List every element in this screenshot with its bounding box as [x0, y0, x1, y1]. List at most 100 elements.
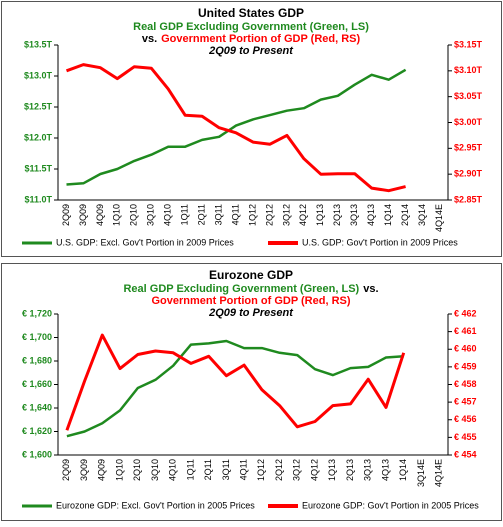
x-tick-label: 2Q11 — [197, 204, 207, 225]
y2-tick-label: $3.00T — [454, 117, 483, 127]
chart-title: United States GDP — [198, 6, 304, 20]
y-tick-label: € 1,600 — [22, 449, 52, 459]
x-tick-label: 2Q12 — [264, 204, 274, 226]
subtitle-part: Real GDP Excluding Government (Green, LS… — [123, 283, 359, 295]
x-tick-label: 2Q09 — [61, 459, 71, 481]
series-line — [66, 68, 407, 186]
y2-tick-label: $2.95T — [454, 143, 483, 153]
x-tick-label: 4Q09 — [95, 204, 105, 226]
legend-label: Eurozone GDP: Excl. Gov't Portion in 200… — [56, 500, 255, 510]
x-tick-label: 3Q13 — [363, 459, 373, 481]
x-tick-label: 3Q09 — [78, 204, 88, 226]
subtitle-part: Real GDP Excluding Government (Green, LS… — [133, 21, 369, 33]
y2-tick-label: € 461 — [454, 326, 477, 336]
chart-title: Eurozone GDP — [209, 268, 293, 282]
subtitle: 2Q09 to Present — [208, 45, 294, 57]
y2-tick-label: $3.15T — [454, 39, 483, 49]
subtitle-part: Government Portion of GDP (Red, RS) — [161, 33, 360, 45]
panel — [1, 1, 502, 257]
x-tick-label: 2Q10 — [129, 204, 139, 226]
subtitle-part: Government Portion of GDP (Red, RS) — [151, 295, 350, 307]
y2-tick-label: € 460 — [454, 344, 477, 354]
x-tick-label: 3Q12 — [281, 204, 291, 226]
x-tick-label: 2Q13 — [345, 459, 355, 481]
y-tick-label: € 1,620 — [22, 426, 52, 436]
y-tick-label: € 1,640 — [22, 402, 52, 412]
x-tick-label: 3Q10 — [146, 204, 156, 226]
x-tick-label: 3Q10 — [150, 459, 160, 481]
subtitle: Real GDP Excluding Government (Green, LS… — [123, 283, 378, 295]
x-tick-label: 3Q14 — [417, 204, 427, 226]
x-tick-label: 2Q13 — [332, 204, 342, 226]
subtitle-part: vs. — [142, 33, 157, 45]
y-tick-label: € 1,700 — [22, 332, 52, 342]
x-tick-label: 1Q11 — [185, 459, 195, 480]
subtitle-part: vs. — [363, 283, 378, 295]
subtitle: Government Portion of GDP (Red, RS) — [151, 295, 350, 307]
x-tick-label: 1Q12 — [247, 204, 257, 226]
y2-tick-label: € 454 — [454, 449, 477, 459]
y2-tick-label: € 457 — [454, 397, 477, 407]
subtitle-part: 2Q09 to Present — [208, 307, 294, 319]
y2-tick-label: $3.10T — [454, 65, 483, 75]
y-tick-label: € 1,680 — [22, 355, 52, 365]
x-tick-label: 3Q11 — [221, 459, 231, 480]
y-tick-label: $11.0T — [24, 194, 52, 204]
y-tick-label: $13.5T — [24, 39, 53, 49]
y-tick-label: € 1,660 — [22, 379, 52, 389]
x-tick-label: 4Q10 — [163, 204, 173, 226]
series-line — [66, 339, 404, 438]
x-tick-label: 1Q11 — [180, 204, 190, 225]
x-tick-label: 4Q12 — [298, 204, 308, 226]
x-tick-label: 3Q13 — [349, 204, 359, 226]
y2-tick-label: € 458 — [454, 379, 477, 389]
x-tick-label: 4Q11 — [230, 204, 240, 225]
panel — [1, 263, 502, 521]
subtitle: Real GDP Excluding Government (Green, LS… — [133, 21, 369, 33]
x-tick-label: 2Q12 — [274, 459, 284, 481]
x-tick-label: 4Q14E — [434, 459, 444, 487]
series-line — [65, 63, 406, 193]
x-tick-label: 2Q09 — [61, 204, 71, 226]
x-tick-label: 1Q10 — [114, 459, 124, 481]
x-tick-label: 3Q09 — [79, 459, 89, 481]
y-tick-label: $13.0T — [24, 70, 53, 80]
x-tick-label: 1Q12 — [256, 459, 266, 481]
x-tick-label: 4Q11 — [239, 459, 249, 480]
x-tick-label: 4Q14E — [434, 204, 444, 232]
x-tick-label: 3Q12 — [292, 459, 302, 481]
x-tick-label: 1Q13 — [315, 204, 325, 226]
y2-tick-label: $2.90T — [454, 169, 483, 179]
x-tick-label: 4Q13 — [380, 459, 390, 481]
legend-label: U.S. GDP: Gov't Portion in 2009 Prices — [302, 237, 458, 247]
x-tick-label: 2Q10 — [132, 459, 142, 481]
y-tick-label: $12.5T — [24, 101, 53, 111]
subtitle-part: 2Q09 to Present — [208, 45, 294, 57]
y-tick-label: € 1,720 — [22, 308, 52, 318]
legend-label: Eurozone GDP: Gov't Portion in 2005 Pric… — [302, 500, 479, 510]
y2-tick-label: € 459 — [454, 361, 477, 371]
x-tick-label: 3Q11 — [213, 204, 223, 225]
subtitle: 2Q09 to Present — [208, 307, 294, 319]
x-tick-label: 4Q09 — [97, 459, 107, 481]
subtitle: vs. Government Portion of GDP (Red, RS) — [142, 33, 361, 45]
y2-tick-label: $2.85T — [454, 194, 483, 204]
x-tick-label: 4Q12 — [309, 459, 319, 481]
x-tick-label: 2Q14 — [400, 204, 410, 226]
y2-tick-label: € 456 — [454, 414, 477, 424]
x-tick-label: 2Q11 — [203, 459, 213, 480]
x-tick-label: 4Q13 — [366, 204, 376, 226]
x-tick-label: 1Q14 — [398, 459, 408, 481]
y2-tick-label: € 455 — [454, 432, 477, 442]
x-tick-label: 1Q10 — [112, 204, 122, 226]
x-tick-label: 1Q14 — [383, 204, 393, 226]
y-tick-label: $11.5T — [24, 163, 52, 173]
y2-tick-label: $3.05T — [454, 91, 483, 101]
x-tick-label: 3Q14E — [416, 459, 426, 487]
x-tick-label: 4Q10 — [168, 459, 178, 481]
series-line — [65, 333, 406, 431]
legend-label: U.S. GDP: Excl. Gov't Portion in 2009 Pr… — [56, 237, 234, 247]
x-tick-label: 1Q13 — [327, 459, 337, 481]
y2-tick-label: € 462 — [454, 308, 477, 318]
